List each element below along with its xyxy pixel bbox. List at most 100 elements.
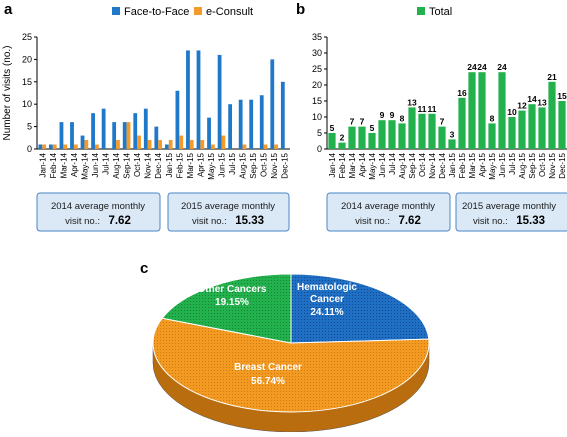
bar-e-consult	[147, 140, 152, 149]
bar-face-to-face	[122, 122, 127, 149]
y-tick-label: 5	[27, 122, 32, 132]
data-label: 11	[428, 104, 437, 114]
bar-face-to-face	[154, 126, 159, 149]
avg-box-line1: 2014 average monthly	[51, 201, 145, 212]
x-tick-label: Jun-15	[217, 152, 226, 177]
x-tick-label: Sep-15	[249, 152, 258, 178]
bar-total	[468, 72, 476, 149]
x-tick-label: May-14	[368, 152, 377, 179]
bar-total	[388, 120, 396, 149]
avg-box-line2: visit no.: 7.62	[65, 211, 131, 228]
bar-face-to-face	[112, 122, 117, 149]
x-tick-label: Jul-15	[508, 152, 517, 174]
avg-box-2015-b: 2015 average monthly visit no.: 15.33	[455, 192, 567, 232]
bar-face-to-face	[228, 104, 233, 149]
y-tick-label: 30	[312, 48, 322, 58]
data-label: 11	[418, 104, 427, 114]
y-axis-label-a: Number of visits (no.)	[2, 45, 13, 140]
data-label: 3	[450, 129, 455, 139]
panel-a-letter: a	[4, 1, 13, 18]
bar-face-to-face	[175, 90, 180, 149]
bar-e-consult	[200, 140, 205, 149]
data-label: 12	[517, 101, 527, 111]
x-tick-label: Jan-14	[38, 152, 47, 177]
y-tick-label: 15	[22, 77, 32, 87]
data-label: 13	[407, 97, 417, 107]
y-tick-label: 10	[22, 99, 32, 109]
bar-e-consult	[210, 144, 215, 149]
pie-slice-hematologic-cancer	[290, 273, 430, 344]
legend-label-e-consult: e-Consult	[206, 6, 253, 18]
x-tick-label: Feb-15	[175, 152, 184, 178]
y-tick-label: 25	[22, 32, 32, 42]
y-tick-label: 10	[312, 112, 322, 122]
x-tick-label: Apr-15	[196, 152, 205, 177]
bar-e-consult	[94, 144, 99, 149]
x-tick-label: May-14	[80, 152, 89, 179]
bar-face-to-face	[49, 144, 53, 149]
pie-label: Hematologic	[297, 282, 357, 293]
legend-swatch-e-consult	[194, 7, 202, 15]
x-tick-label: Aug-15	[239, 152, 248, 178]
x-tick-label: Aug-14	[112, 152, 121, 178]
x-tick-label: Mar-14	[59, 152, 68, 178]
x-tick-label: Jun-14	[378, 152, 387, 177]
bar-total	[368, 133, 376, 149]
data-label: 5	[370, 123, 375, 133]
x-tick-label: Oct-14	[133, 152, 142, 177]
bar-face-to-face	[249, 99, 254, 149]
y-tick-label: 15	[312, 96, 322, 106]
bar-face-to-face	[59, 122, 64, 149]
bar-face-to-face	[164, 144, 169, 149]
bar-face-to-face	[143, 108, 148, 149]
data-label: 8	[490, 113, 495, 123]
x-tick-label: Feb-14	[49, 152, 58, 178]
bar-total	[448, 139, 456, 149]
data-label: 7	[350, 117, 355, 127]
x-tick-label: Oct-15	[538, 152, 547, 177]
y-tick-label: 35	[312, 32, 322, 42]
avg-box-2014-b: 2014 average monthly visit no.: 7.62	[326, 192, 451, 232]
x-tick-label: Apr-15	[478, 152, 487, 177]
legend-label-total: Total	[429, 6, 452, 18]
bar-face-to-face	[38, 144, 43, 149]
bar-e-consult	[168, 140, 173, 149]
bar-e-consult	[242, 144, 247, 149]
bar-total	[428, 113, 436, 149]
x-tick-label: Sep-14	[123, 152, 132, 178]
bar-total	[498, 72, 506, 149]
bar-total	[518, 110, 526, 149]
data-label: 16	[457, 88, 467, 98]
avg-box-line2: visit no.: 15.33	[192, 211, 264, 228]
bar-total	[548, 81, 556, 149]
x-tick-label: Aug-14	[398, 152, 407, 178]
x-tick-label: Mar-14	[348, 152, 357, 178]
x-tick-label: Nov-14	[144, 152, 153, 178]
x-tick-label: Dec-15	[281, 152, 290, 178]
pie-label: Other Cancers	[198, 284, 267, 295]
bar-e-consult	[179, 135, 184, 149]
bar-e-consult	[84, 140, 89, 149]
bar-face-to-face	[101, 108, 106, 149]
x-tick-label: Nov-14	[428, 152, 437, 178]
bar-e-consult	[158, 140, 163, 149]
avg-box-2014-a: 2014 average monthly visit no.: 7.62	[36, 192, 161, 232]
bar-total	[418, 113, 426, 149]
bar-e-consult	[73, 144, 78, 149]
y-tick-label: 20	[22, 54, 32, 64]
x-tick-label: Jan-14	[328, 152, 337, 177]
bar-total	[348, 126, 356, 149]
x-tick-label: Jan-15	[448, 152, 457, 177]
bar-face-to-face	[238, 99, 243, 149]
avg-box-line1: 2015 average monthly	[462, 201, 556, 212]
data-label: 15	[557, 91, 567, 101]
bar-total	[528, 104, 536, 149]
data-label: 24	[477, 62, 487, 72]
x-tick-label: Sep-15	[528, 152, 537, 178]
bar-total	[328, 133, 336, 149]
pie-label: Breast Cancer	[234, 362, 302, 373]
bar-total	[338, 142, 346, 149]
bar-e-consult	[137, 135, 141, 149]
